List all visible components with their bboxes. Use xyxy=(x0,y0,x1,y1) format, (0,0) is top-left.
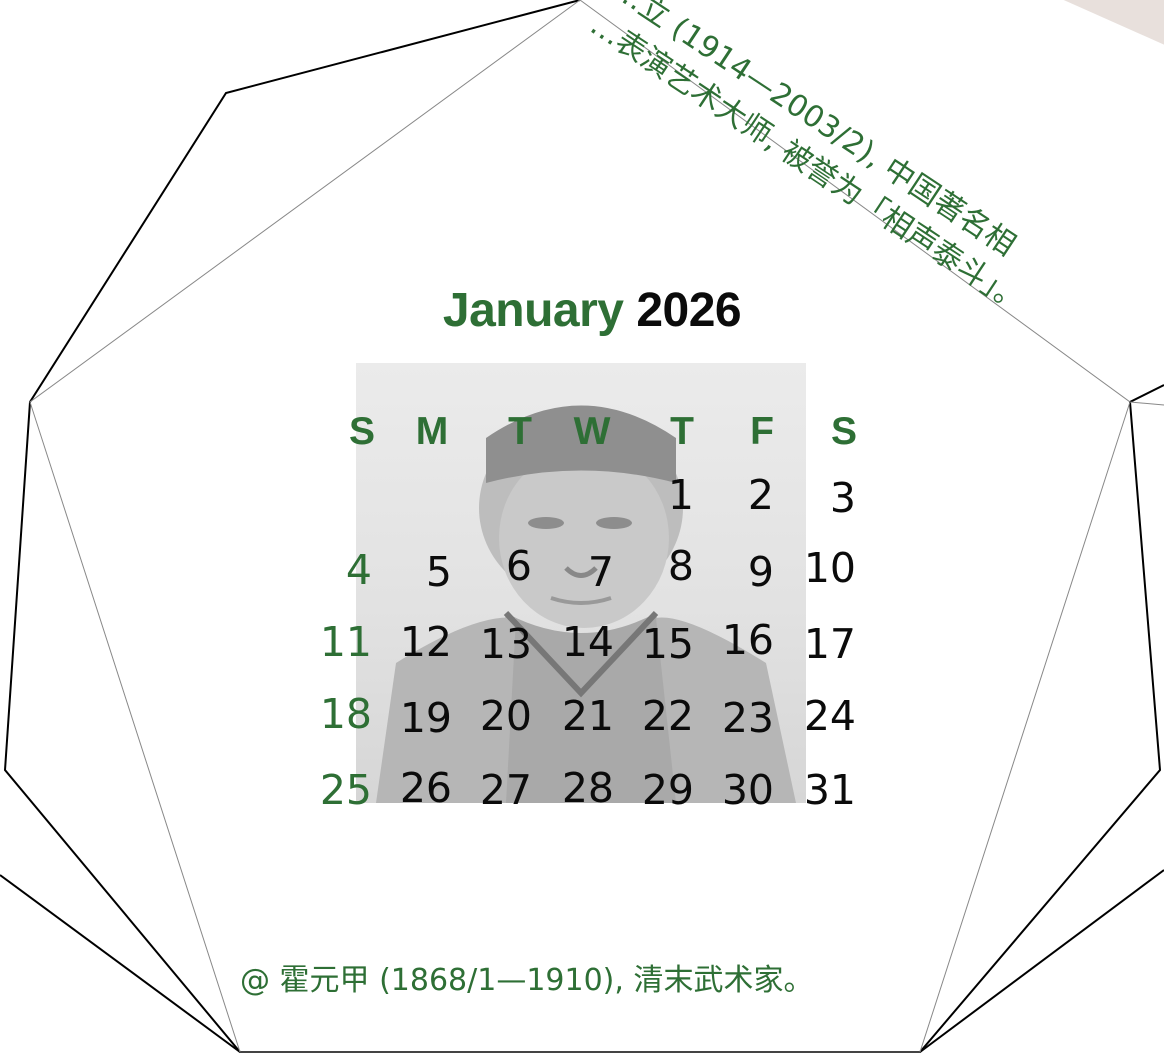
day-cell: 27 xyxy=(479,766,532,814)
month-name: January xyxy=(442,284,624,337)
day-cell: 28 xyxy=(561,764,614,812)
weekday-thu: T xyxy=(670,410,694,453)
day-cell: 13 xyxy=(479,620,532,668)
day-cell: 16 xyxy=(721,616,774,664)
weekday-tue: T xyxy=(508,410,532,453)
day-cell: 24 xyxy=(803,692,856,740)
day-cell: 5 xyxy=(425,548,452,596)
day-cell: 3 xyxy=(829,474,856,522)
day-cell: 10 xyxy=(803,544,856,592)
day-cell-sunday: 18 xyxy=(319,690,372,738)
day-cell: 6 xyxy=(505,542,532,590)
weekday-sun: S xyxy=(348,410,375,453)
day-cell: 14 xyxy=(561,618,614,666)
day-cell-sunday: 25 xyxy=(319,766,372,814)
day-cell: 17 xyxy=(803,620,856,668)
day-cell-sunday: 11 xyxy=(319,618,372,666)
day-cell: 22 xyxy=(641,692,694,740)
day-cell: 12 xyxy=(399,618,452,666)
day-cell: 9 xyxy=(747,548,774,596)
weekday-sat: S xyxy=(830,410,857,453)
day-cell: 31 xyxy=(803,766,856,814)
photo-caption: @ 霍元甲 (1868/1—1910), 清末武术家。 xyxy=(240,963,814,998)
month-title: January 2026 xyxy=(0,283,1164,338)
year-label: 2026 xyxy=(636,284,742,337)
day-cell: 23 xyxy=(721,694,774,742)
day-cell: 21 xyxy=(561,692,614,740)
day-cell: 7 xyxy=(587,548,614,596)
day-cell: 1 xyxy=(667,471,694,519)
day-cell: 15 xyxy=(641,620,694,668)
weekday-wed: W xyxy=(573,410,611,453)
weekday-fri: F xyxy=(750,410,774,453)
day-cell: 8 xyxy=(667,542,694,590)
day-cell: 19 xyxy=(399,694,452,742)
portrait-photo xyxy=(356,363,806,803)
day-cell: 29 xyxy=(641,766,694,814)
day-cell: 26 xyxy=(399,764,452,812)
day-cell: 2 xyxy=(747,471,774,519)
day-cell: 20 xyxy=(479,692,532,740)
day-cell-sunday: 4 xyxy=(345,546,372,594)
weekday-mon: M xyxy=(415,410,449,453)
day-cell: 30 xyxy=(721,766,774,814)
